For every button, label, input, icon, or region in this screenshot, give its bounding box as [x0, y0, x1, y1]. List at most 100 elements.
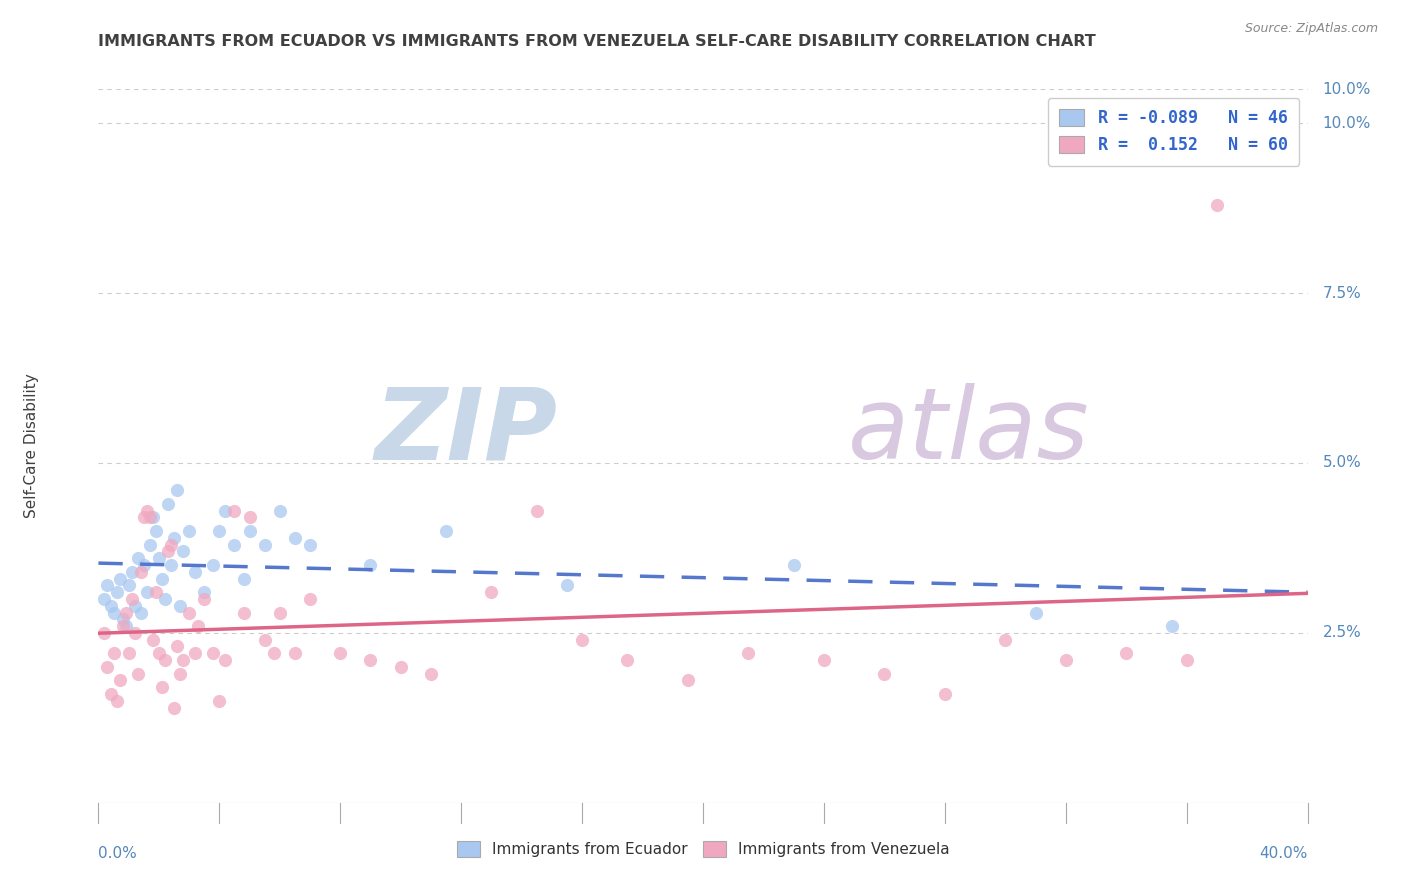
Point — [208, 524, 231, 538]
Point — [121, 565, 143, 579]
Point — [284, 646, 307, 660]
Point — [419, 666, 441, 681]
Point — [163, 700, 186, 714]
Point — [118, 578, 141, 592]
Point — [163, 531, 186, 545]
Text: 2.5%: 2.5% — [1323, 625, 1361, 640]
Point — [96, 578, 118, 592]
Point — [108, 572, 131, 586]
Point — [1175, 653, 1198, 667]
Point — [1054, 653, 1077, 667]
Point — [269, 503, 291, 517]
Point — [150, 680, 173, 694]
Point — [389, 660, 412, 674]
Point — [555, 578, 578, 592]
Point — [103, 646, 125, 660]
Point — [360, 558, 382, 572]
Point — [156, 497, 179, 511]
Point — [329, 646, 352, 660]
Point — [132, 510, 155, 524]
Point — [93, 591, 115, 606]
Point — [127, 551, 149, 566]
Point — [299, 591, 322, 606]
Text: Self-Care Disability: Self-Care Disability — [24, 374, 39, 518]
Text: 0.0%: 0.0% — [98, 846, 138, 861]
Point — [135, 503, 157, 517]
Text: 40.0%: 40.0% — [1260, 846, 1308, 861]
Point — [873, 666, 896, 681]
Point — [224, 503, 246, 517]
Point — [124, 626, 146, 640]
Point — [172, 653, 194, 667]
Point — [145, 585, 167, 599]
Point — [434, 524, 457, 538]
Point — [184, 646, 207, 660]
Point — [232, 606, 254, 620]
Point — [160, 537, 183, 551]
Text: 7.5%: 7.5% — [1323, 285, 1361, 301]
Point — [1024, 606, 1046, 620]
Point — [124, 599, 146, 613]
Point — [156, 544, 179, 558]
Point — [166, 640, 188, 654]
Point — [153, 653, 176, 667]
Point — [193, 585, 215, 599]
Point — [105, 694, 128, 708]
Point — [169, 666, 191, 681]
Point — [269, 606, 291, 620]
Point — [93, 626, 115, 640]
Point — [184, 565, 207, 579]
Point — [111, 619, 134, 633]
Point — [148, 551, 170, 566]
Point — [224, 537, 246, 551]
Point — [202, 646, 225, 660]
Point — [139, 510, 162, 524]
Point — [142, 632, 165, 647]
Point — [96, 660, 118, 674]
Point — [135, 585, 157, 599]
Text: atlas: atlas — [848, 384, 1090, 480]
Point — [253, 537, 276, 551]
Point — [142, 510, 165, 524]
Text: Source: ZipAtlas.com: Source: ZipAtlas.com — [1244, 22, 1378, 36]
Point — [118, 646, 141, 660]
Point — [145, 524, 167, 538]
Point — [187, 619, 209, 633]
Point — [139, 537, 162, 551]
Point — [1160, 619, 1182, 633]
Text: 10.0%: 10.0% — [1323, 116, 1371, 131]
Point — [153, 591, 176, 606]
Point — [202, 558, 225, 572]
Point — [1115, 646, 1137, 660]
Point — [121, 591, 143, 606]
Point — [129, 606, 152, 620]
Point — [214, 503, 236, 517]
Text: 10.0%: 10.0% — [1323, 82, 1371, 96]
Text: IMMIGRANTS FROM ECUADOR VS IMMIGRANTS FROM VENEZUELA SELF-CARE DISABILITY CORREL: IMMIGRANTS FROM ECUADOR VS IMMIGRANTS FR… — [98, 34, 1097, 49]
Point — [263, 646, 285, 660]
Point — [177, 606, 201, 620]
Point — [108, 673, 131, 688]
Point — [616, 653, 638, 667]
Point — [132, 558, 155, 572]
Point — [253, 632, 276, 647]
Point — [813, 653, 835, 667]
Point — [676, 673, 699, 688]
Point — [934, 687, 956, 701]
Point — [114, 606, 136, 620]
Point — [169, 599, 191, 613]
Point — [360, 653, 382, 667]
Point — [100, 599, 122, 613]
Point — [103, 606, 125, 620]
Point — [239, 524, 262, 538]
Point — [526, 503, 548, 517]
Point — [160, 558, 183, 572]
Point — [193, 591, 215, 606]
Point — [177, 524, 201, 538]
Point — [111, 612, 134, 626]
Point — [232, 572, 254, 586]
Point — [239, 510, 262, 524]
Point — [299, 537, 322, 551]
Point — [1206, 198, 1229, 212]
Point — [100, 687, 122, 701]
